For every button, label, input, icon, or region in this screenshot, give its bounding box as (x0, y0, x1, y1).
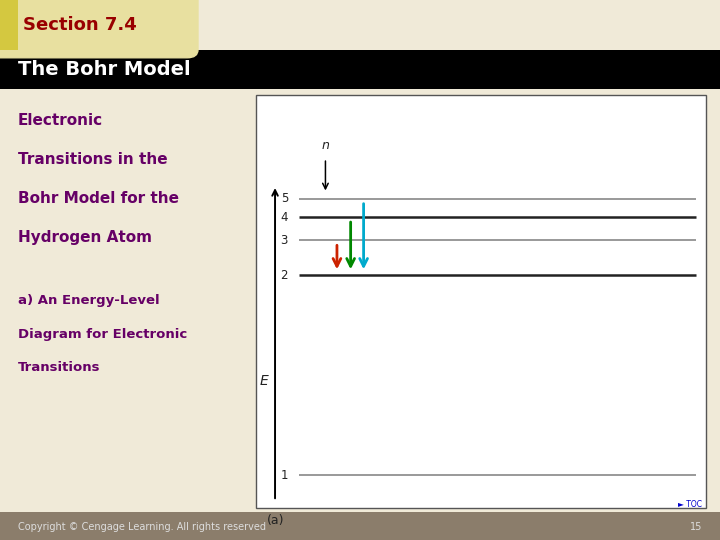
Text: 15: 15 (690, 522, 702, 531)
Text: (a): (a) (266, 514, 284, 527)
Bar (256, 94, 706, 508)
Text: Copyright © Cengage Learning. All rights reserved: Copyright © Cengage Learning. All rights… (18, 522, 266, 531)
Bar (0, 50, 720, 89)
Text: $n$: $n$ (321, 139, 330, 152)
Text: The Bohr Model: The Bohr Model (18, 59, 191, 79)
Text: Diagram for Electronic: Diagram for Electronic (18, 328, 187, 341)
FancyBboxPatch shape (0, 0, 198, 58)
Bar (0, 0, 18, 50)
Text: 3: 3 (281, 234, 288, 247)
Text: Bohr Model for the: Bohr Model for the (18, 191, 179, 206)
Text: Hydrogen Atom: Hydrogen Atom (18, 230, 152, 245)
Text: Transitions in the: Transitions in the (18, 152, 168, 167)
Text: 5: 5 (281, 192, 288, 205)
Text: Section 7.4: Section 7.4 (23, 16, 137, 34)
Bar (0, 512, 720, 540)
Text: a) An Energy-Level: a) An Energy-Level (18, 294, 160, 307)
Text: Electronic: Electronic (18, 113, 103, 129)
Text: Transitions: Transitions (18, 361, 101, 374)
Text: $E$: $E$ (259, 374, 269, 388)
Text: 1: 1 (281, 469, 288, 482)
Text: ► TOC: ► TOC (678, 500, 702, 509)
Text: 2: 2 (281, 269, 288, 282)
Text: 4: 4 (281, 211, 288, 224)
